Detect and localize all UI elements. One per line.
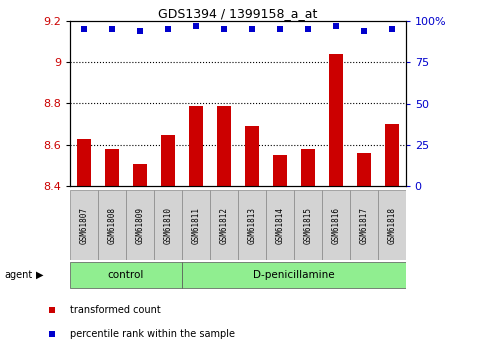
Text: transformed count: transformed count — [70, 305, 160, 315]
Text: GSM61808: GSM61808 — [108, 207, 116, 244]
Text: GSM61818: GSM61818 — [387, 207, 396, 244]
Text: ▶: ▶ — [36, 270, 43, 280]
Text: GSM61809: GSM61809 — [135, 207, 144, 244]
Text: GSM61816: GSM61816 — [331, 207, 341, 244]
Bar — [126, 190, 154, 260]
Bar — [182, 190, 210, 260]
Bar — [245, 126, 259, 186]
Text: GSM61814: GSM61814 — [275, 207, 284, 244]
Text: GSM61815: GSM61815 — [303, 207, 313, 244]
Bar — [357, 153, 371, 186]
Bar — [210, 190, 238, 260]
Bar — [98, 190, 126, 260]
Bar — [154, 190, 182, 260]
Bar — [161, 135, 175, 186]
Bar — [189, 106, 203, 186]
Bar — [133, 164, 147, 186]
Text: GSM61817: GSM61817 — [359, 207, 368, 244]
Text: GSM61807: GSM61807 — [80, 207, 88, 244]
Text: GSM61813: GSM61813 — [247, 207, 256, 244]
Bar — [217, 106, 231, 186]
Title: GDS1394 / 1399158_a_at: GDS1394 / 1399158_a_at — [158, 7, 317, 20]
Bar — [329, 54, 343, 186]
Bar — [70, 190, 98, 260]
Text: D-penicillamine: D-penicillamine — [253, 270, 335, 280]
Text: GSM61811: GSM61811 — [191, 207, 200, 244]
Text: control: control — [108, 270, 144, 280]
Bar — [182, 262, 406, 288]
Bar — [350, 190, 378, 260]
Bar — [301, 149, 315, 186]
Bar — [322, 190, 350, 260]
Bar — [378, 190, 406, 260]
Bar — [70, 262, 182, 288]
Text: GSM61810: GSM61810 — [163, 207, 172, 244]
Text: GSM61812: GSM61812 — [219, 207, 228, 244]
Bar — [238, 190, 266, 260]
Text: agent: agent — [5, 270, 33, 280]
Text: percentile rank within the sample: percentile rank within the sample — [70, 329, 235, 339]
Bar — [105, 149, 119, 186]
Bar — [385, 124, 399, 186]
Bar — [273, 155, 287, 186]
Bar — [266, 190, 294, 260]
Bar — [294, 190, 322, 260]
Bar — [77, 139, 91, 186]
